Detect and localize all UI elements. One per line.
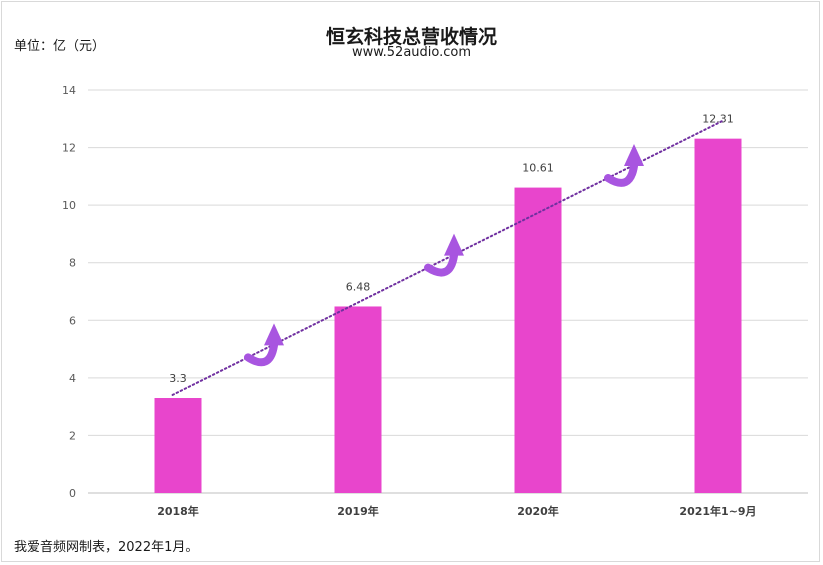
bar: [694, 138, 742, 493]
unit-label: 单位：亿（元）: [14, 39, 106, 54]
x-tick-label: 2018年: [157, 504, 199, 518]
footer-note: 我爱音频网制表，2022年1月。: [14, 540, 199, 555]
y-tick-label: 6: [69, 314, 76, 327]
growth-arrow-icon: [244, 323, 284, 367]
y-tick-label: 0: [69, 487, 76, 500]
data-label: 6.48: [346, 280, 371, 293]
bar: [334, 306, 382, 493]
x-tick-label: 2021年1~9月: [679, 504, 756, 518]
x-tick-label: 2019年: [337, 504, 379, 518]
y-tick-label: 4: [69, 372, 76, 385]
chart-subtitle: www.52audio.com: [351, 45, 472, 60]
y-tick-label: 2: [69, 429, 76, 442]
data-label: 3.3: [169, 372, 187, 385]
y-tick-label: 8: [69, 257, 76, 270]
x-tick-label: 2020年: [517, 504, 559, 518]
y-tick-label: 12: [62, 142, 76, 155]
y-tick-label: 14: [62, 84, 76, 97]
growth-arrow-icon: [604, 143, 644, 187]
y-tick-label: 10: [62, 199, 76, 212]
growth-arrow-icon: [424, 233, 464, 277]
bar: [514, 187, 562, 494]
data-label: 10.61: [522, 162, 554, 175]
bar: [154, 398, 202, 493]
chart-title: 恒玄科技总营收情况: [325, 26, 497, 48]
data-label: 12.31: [702, 113, 734, 126]
